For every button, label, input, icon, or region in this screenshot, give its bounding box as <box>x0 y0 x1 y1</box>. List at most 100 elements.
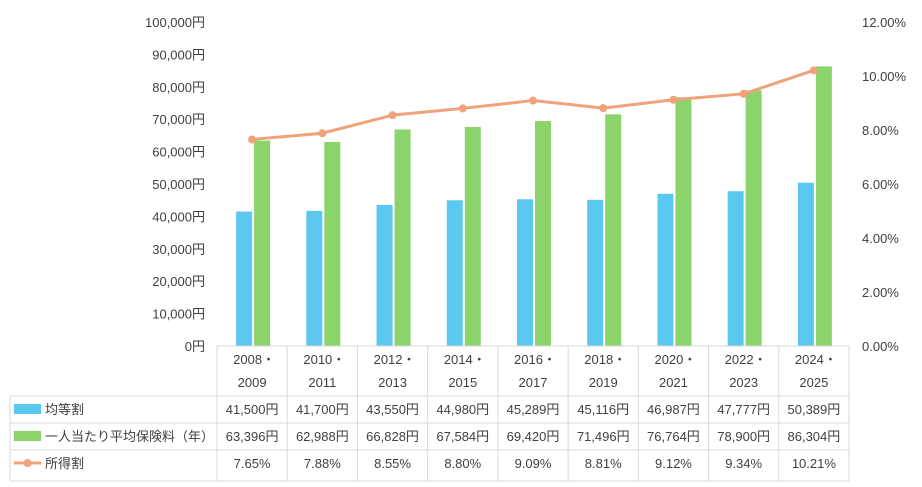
right-tick-label: 6.00% <box>862 177 899 192</box>
kintouwari-bar <box>517 199 533 346</box>
category-label: 2024・ <box>795 352 837 367</box>
category-label: 2016・ <box>514 352 556 367</box>
category-label: 2019 <box>589 375 618 390</box>
shotokuwari-polyline <box>251 68 815 141</box>
hokenryo-bar <box>254 140 271 346</box>
left-tick-label: 90,000円 <box>152 47 205 62</box>
kintouwari-bar <box>306 210 323 346</box>
kintouwari-bar <box>446 200 463 346</box>
table-cell-value: 44,980円 <box>436 402 489 417</box>
table-cell-value: 45,289円 <box>507 402 560 417</box>
left-tick-label: 80,000円 <box>152 80 205 95</box>
shotokuwari-point <box>669 95 678 104</box>
left-tick-label: 30,000円 <box>152 242 205 257</box>
category-label: 2008・ <box>233 352 275 367</box>
legend-marker-shotokuwari <box>23 459 32 467</box>
shotokuwari-point <box>248 135 257 144</box>
right-axis-ticks: 0.00% 2.00% 4.00% 6.00% 8.00% 10.00% 12.00% <box>862 15 907 354</box>
right-tick-label: 10.00% <box>862 69 907 84</box>
right-tick-label: 2.00% <box>862 285 899 300</box>
hokenryo-bar <box>675 97 692 346</box>
table-cell-value: 9.12% <box>655 456 692 471</box>
kintouwari-bar <box>376 204 393 346</box>
table-cell-value: 50,389円 <box>788 402 841 417</box>
shotokuwari-point <box>739 89 748 98</box>
left-tick-label: 20,000円 <box>152 274 205 289</box>
shotokuwari-point <box>458 104 467 113</box>
category-label: 2009 <box>238 375 267 390</box>
left-tick-label: 40,000円 <box>152 209 205 224</box>
category-label: 2015 <box>448 375 477 390</box>
shotokuwari-point <box>318 129 327 138</box>
right-tick-label: 12.00% <box>862 15 907 30</box>
kintouwari-bar <box>587 199 604 346</box>
left-tick-label: 100,000円 <box>145 15 205 30</box>
hokenryo-bar <box>535 121 551 347</box>
table-cell-value: 69,420円 <box>507 429 560 444</box>
table-cell-value: 8.55% <box>374 456 411 471</box>
legend-label-hokenryo: 一人当たり平均保険料（年） <box>45 429 214 444</box>
table-cell-value: 41,500円 <box>226 402 279 417</box>
category-label: 2010・ <box>303 352 345 367</box>
hokenryo-bar <box>394 129 411 346</box>
kintouwari-bar <box>657 193 674 346</box>
table-cell-value: 45,116円 <box>577 402 629 417</box>
table-cell-value: 86,304円 <box>788 429 841 444</box>
category-label: 2017 <box>519 375 548 390</box>
left-axis-ticks: 0円 10,000円 20,000円 30,000円 40,000円 50,000円 60,… <box>145 15 205 354</box>
kintouwari-bars <box>236 182 814 346</box>
right-tick-label: 0.00% <box>862 339 899 354</box>
category-label: 2018・ <box>584 352 626 367</box>
hokenryo-bar <box>745 90 762 346</box>
category-label: 2014・ <box>444 352 486 367</box>
hokenryo-bar <box>464 127 481 347</box>
category-label: 2011 <box>308 375 336 390</box>
left-tick-label: 0円 <box>185 339 205 354</box>
shotokuwari-line <box>248 66 818 144</box>
table-cell-value: 43,550円 <box>366 402 419 417</box>
left-tick-label: 50,000円 <box>152 177 205 192</box>
hokenryo-bars <box>254 66 832 347</box>
legend-label-shotokuwari: 所得割 <box>45 456 84 471</box>
table-cell-value: 10.21% <box>792 456 837 471</box>
right-tick-label: 8.00% <box>862 123 899 138</box>
table-cell-value: 66,828円 <box>366 429 419 444</box>
kintouwari-bar <box>797 182 814 346</box>
legend-label-kintouwari: 均等割 <box>45 402 84 417</box>
table-cell-value: 9.09% <box>515 456 552 471</box>
category-label: 2020・ <box>654 352 696 367</box>
kintouwari-bar <box>727 191 744 346</box>
table-cell-value: 67,584円 <box>436 429 489 444</box>
table-cell-value: 76,764円 <box>647 429 700 444</box>
shotokuwari-point <box>388 111 397 120</box>
table-cell-value: 71,496円 <box>577 429 630 444</box>
right-tick-label: 4.00% <box>862 231 899 246</box>
table-cell-value: 46,987円 <box>647 402 700 417</box>
table-cell-value: 9.34% <box>725 456 762 471</box>
kintouwari-bar <box>236 211 253 346</box>
legend-swatch-kintouwari <box>14 404 41 414</box>
table-cell-value: 63,396円 <box>226 429 279 444</box>
left-tick-label: 70,000円 <box>152 112 205 127</box>
category-label: 2021 <box>659 375 688 390</box>
category-label: 2023 <box>729 375 758 390</box>
table-cell-value: 41,700円 <box>296 402 349 417</box>
category-label: 2012・ <box>374 352 416 367</box>
left-tick-label: 60,000円 <box>152 145 205 160</box>
hokenryo-bar <box>605 114 622 346</box>
table-cell-value: 8.81% <box>585 456 622 471</box>
shotokuwari-point <box>809 66 818 75</box>
hokenryo-bar <box>324 141 341 346</box>
shotokuwari-point <box>529 96 537 105</box>
data-table: 2008・ 2009 2010・ 2011 2012・ 2013 2014・ 2015 2016… <box>9 345 850 482</box>
table-cell-value: 47,777円 <box>717 402 770 417</box>
legend-swatch-hokenryo <box>14 431 41 441</box>
table-cell-value: 78,900円 <box>717 429 770 444</box>
table-cell-value: 7.88% <box>304 456 341 471</box>
table-cell-value: 62,988円 <box>296 429 349 444</box>
table-cell-value: 7.65% <box>234 456 271 471</box>
category-label: 2022・ <box>725 352 767 367</box>
table-cell-value: 8.80% <box>444 456 481 471</box>
shotokuwari-point <box>599 104 608 113</box>
